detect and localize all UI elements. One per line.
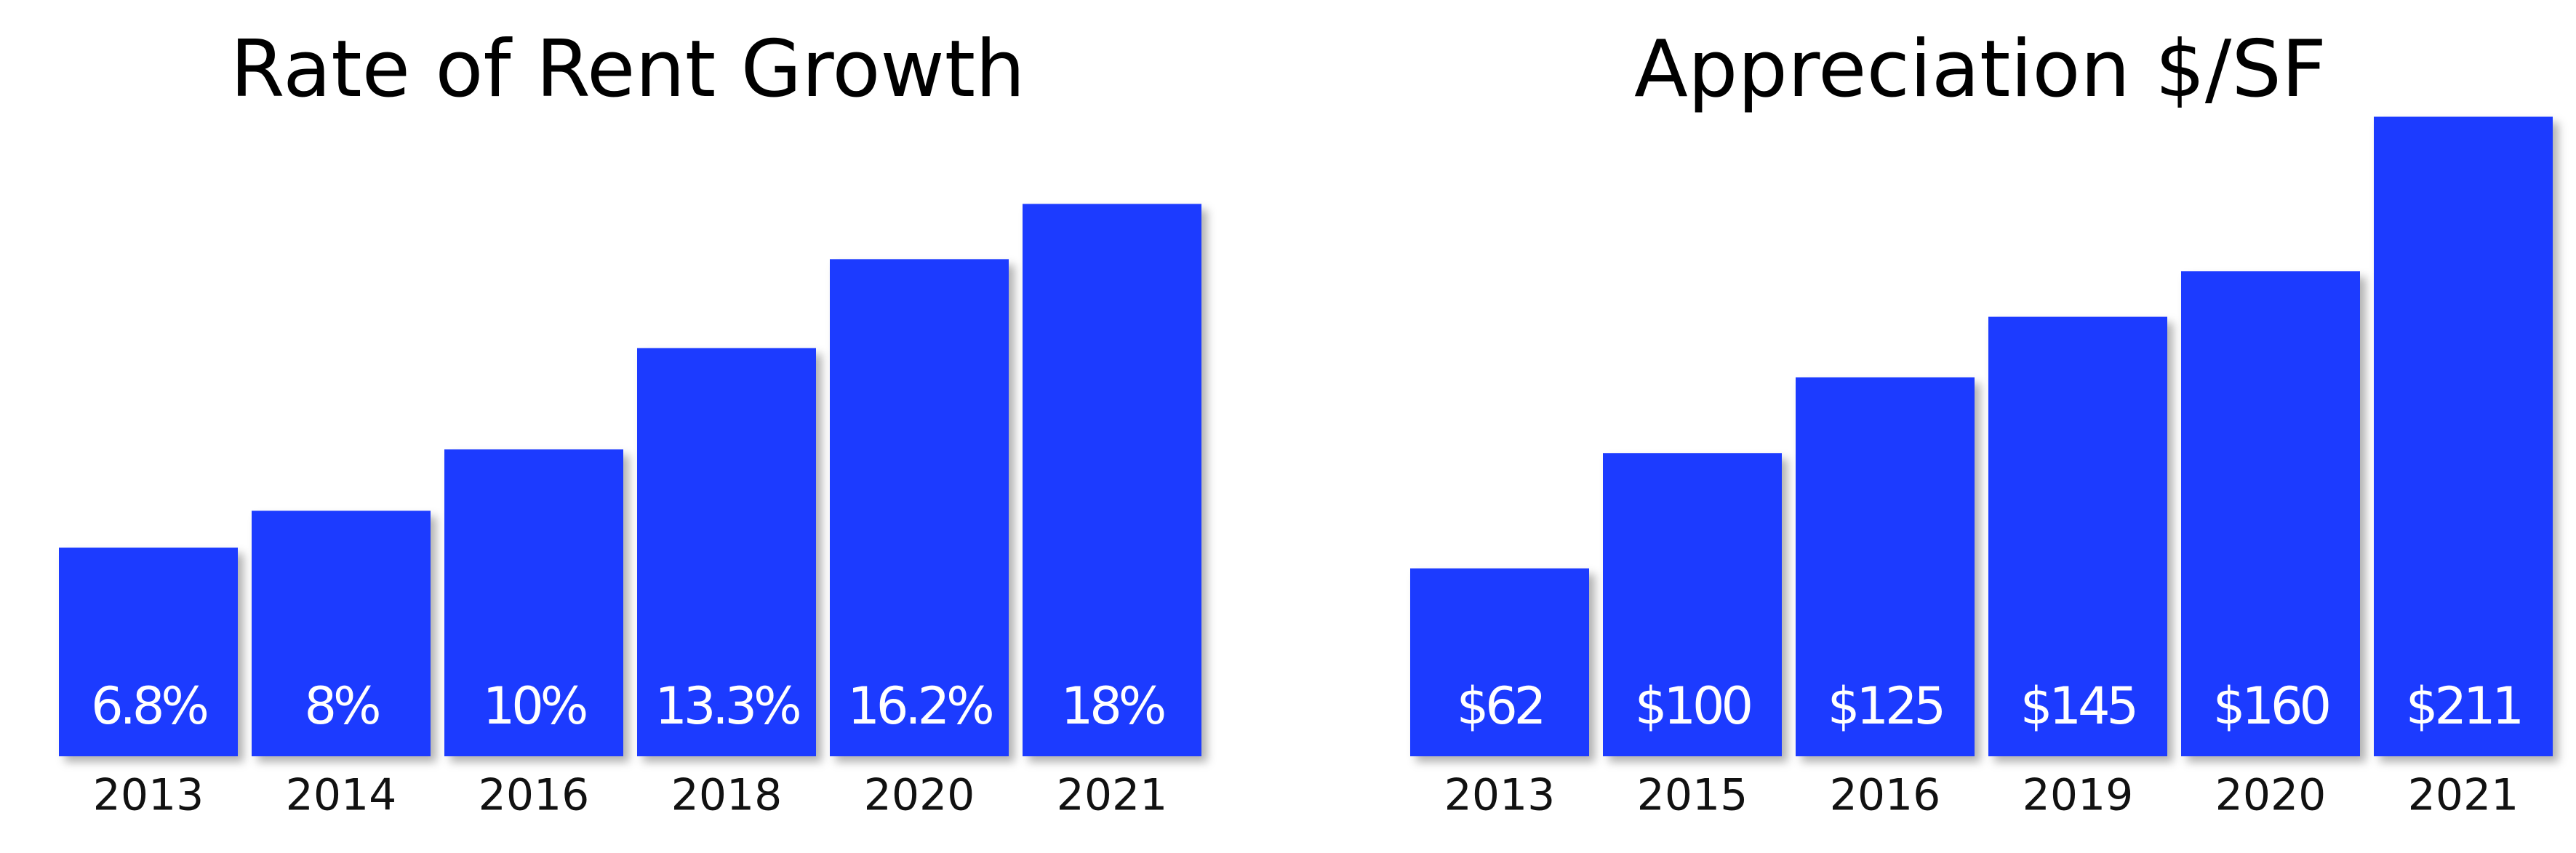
bar	[1796, 377, 1975, 756]
chart-title: Rate of Rent Growth	[230, 24, 1025, 115]
value-label: 16.2%	[847, 676, 992, 736]
bar	[2374, 116, 2553, 756]
x-tick-label: 2020	[864, 770, 975, 821]
value-label: 10%	[483, 676, 586, 736]
value-label: $62	[1457, 676, 1543, 736]
value-label: $160	[2213, 676, 2329, 736]
bar	[637, 348, 816, 756]
chart-title: Appreciation $/SF	[1634, 24, 2327, 115]
value-label: $211	[2406, 676, 2521, 736]
value-label: 13.3%	[655, 676, 799, 736]
x-tick-label: 2016	[1830, 770, 1941, 821]
value-label: $145	[2020, 676, 2135, 736]
bar	[1023, 204, 1201, 756]
x-tick-label: 2018	[671, 770, 783, 821]
bar	[59, 548, 238, 756]
x-tick-label: 2021	[1057, 770, 1168, 821]
x-tick-label: 2021	[2408, 770, 2519, 821]
bar	[1410, 568, 1589, 756]
x-tick-label: 2015	[1637, 770, 1748, 821]
x-tick-label: 2013	[1444, 770, 1556, 821]
value-label: 6.8%	[91, 676, 207, 736]
x-tick-label: 2013	[93, 770, 204, 821]
value-label: 18%	[1061, 676, 1164, 736]
bar	[252, 510, 431, 756]
value-label: $125	[1828, 676, 1943, 736]
x-tick-label: 2020	[2215, 770, 2327, 821]
bar-chart: Appreciation $/SF $62 2013 $100 2015 $125 2016…	[1410, 24, 2553, 821]
value-label: $100	[1635, 676, 1751, 736]
bar	[444, 449, 623, 756]
bar-chart: Rate of Rent Growth 6.8% 2013 8% 2014 10% 2016…	[59, 24, 1201, 821]
bar	[830, 259, 1009, 756]
x-tick-label: 2019	[2023, 770, 2134, 821]
value-label: 8%	[304, 676, 379, 736]
bar	[1603, 453, 1782, 756]
x-tick-label: 2014	[286, 770, 397, 821]
x-tick-label: 2016	[479, 770, 590, 821]
bar	[1988, 316, 2167, 756]
bar	[2181, 271, 2360, 756]
